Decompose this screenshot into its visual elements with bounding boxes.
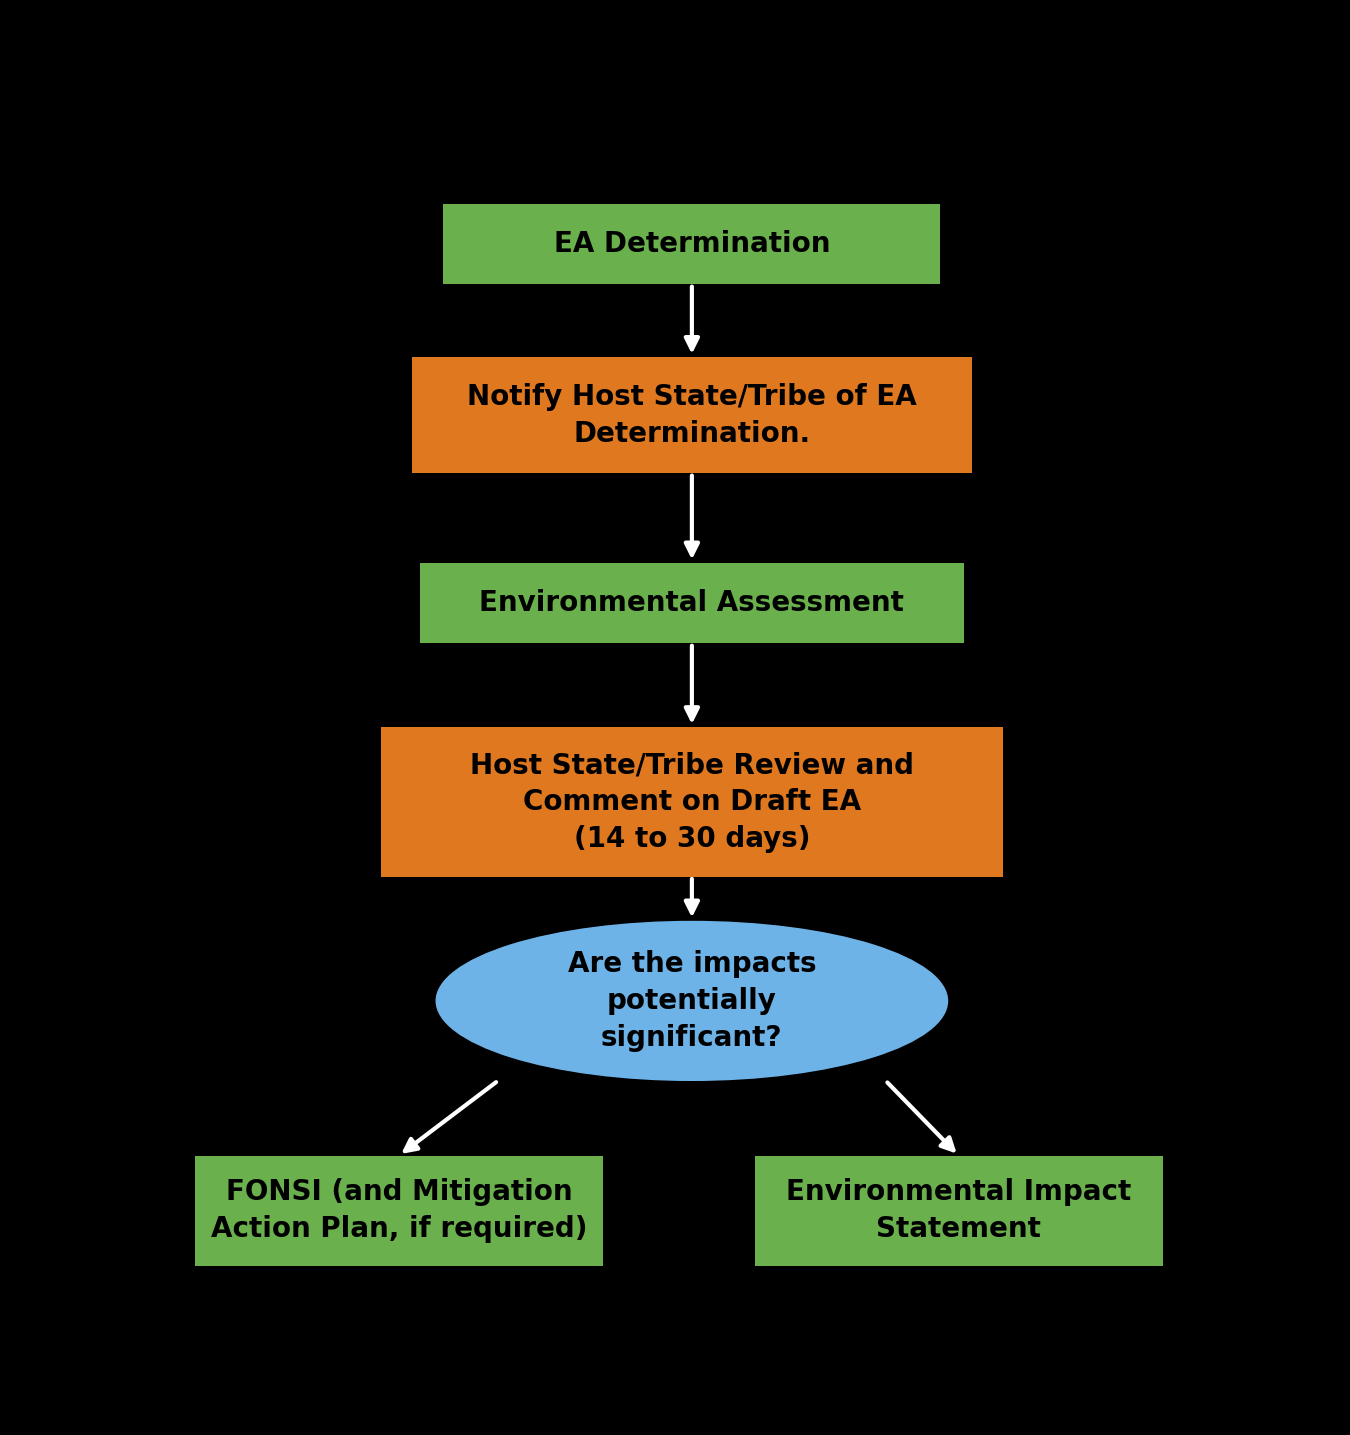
- Text: Notify Host State/Tribe of EA
Determination.: Notify Host State/Tribe of EA Determinat…: [467, 383, 917, 448]
- Text: Environmental Assessment: Environmental Assessment: [479, 590, 904, 617]
- FancyBboxPatch shape: [194, 1155, 603, 1266]
- FancyBboxPatch shape: [755, 1155, 1162, 1266]
- FancyBboxPatch shape: [412, 357, 972, 474]
- Text: Host State/Tribe Review and
Comment on Draft EA
(14 to 30 days): Host State/Tribe Review and Comment on D…: [470, 751, 914, 852]
- Text: Environmental Impact
Statement: Environmental Impact Statement: [786, 1178, 1131, 1243]
- FancyBboxPatch shape: [381, 728, 1003, 877]
- FancyBboxPatch shape: [443, 204, 941, 284]
- Text: FONSI (and Mitigation
Action Plan, if required): FONSI (and Mitigation Action Plan, if re…: [211, 1178, 587, 1243]
- Text: Are the impacts
potentially
significant?: Are the impacts potentially significant?: [567, 950, 817, 1052]
- FancyBboxPatch shape: [420, 564, 964, 643]
- Ellipse shape: [436, 921, 948, 1081]
- Text: EA Determination: EA Determination: [554, 230, 830, 258]
